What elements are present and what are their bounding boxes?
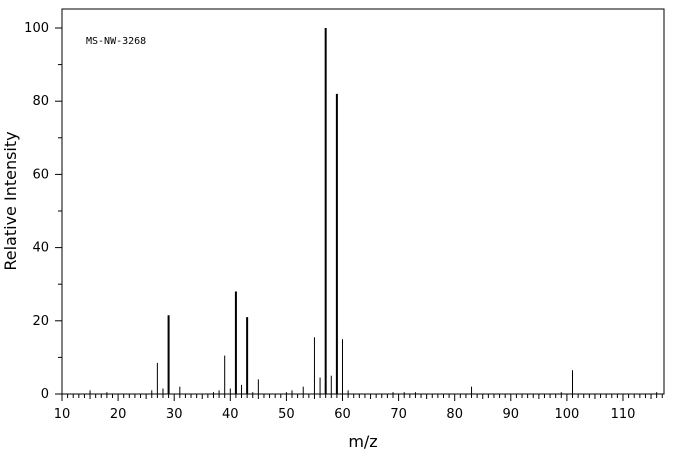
x-tick-label-90: 90 [503, 407, 520, 422]
x-tick-label-110: 110 [611, 407, 636, 422]
y-tick-label-60: 60 [32, 167, 49, 182]
x-tick-label-70: 70 [390, 407, 407, 422]
x-tick-label-50: 50 [278, 407, 295, 422]
x-tick-label-40: 40 [222, 407, 239, 422]
spectrum-id-annotation: MS-NW-3268 [86, 36, 146, 47]
y-tick-label-40: 40 [32, 241, 49, 256]
x-tick-label-10: 10 [54, 407, 71, 422]
x-tick-label-60: 60 [334, 407, 351, 422]
y-axis-ticks: 0 20 40 60 80 100 [24, 21, 62, 402]
x-tick-label-80: 80 [446, 407, 463, 422]
y-tick-label-20: 20 [32, 314, 49, 329]
plot-frame [61, 8, 665, 395]
x-tick-label-30: 30 [166, 407, 183, 422]
y-axis-title: Relative Intensity [1, 131, 20, 270]
x-axis-ticks: 10 20 30 40 50 60 70 80 90 100 110 [54, 394, 663, 422]
x-axis-title: m/z [348, 432, 377, 451]
y-tick-label-0: 0 [41, 387, 49, 402]
y-tick-label-100: 100 [24, 21, 49, 36]
peaks [89, 28, 658, 394]
x-tick-label-20: 20 [110, 407, 127, 422]
x-tick-label-100: 100 [554, 407, 579, 422]
y-tick-label-80: 80 [32, 94, 49, 109]
